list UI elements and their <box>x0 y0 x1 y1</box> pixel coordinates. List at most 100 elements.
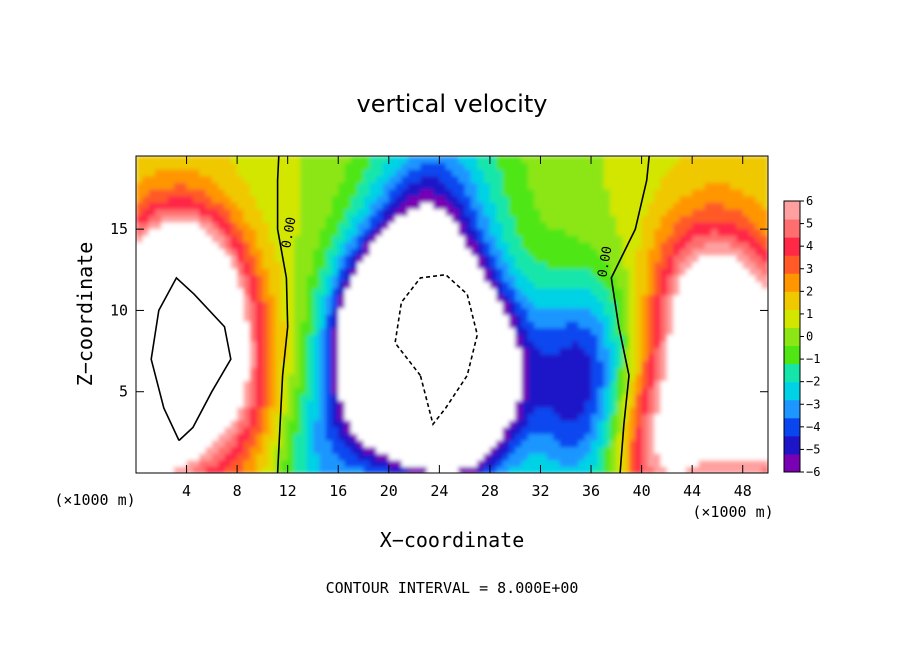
heatmap-cell <box>508 400 516 408</box>
heatmap-cell <box>698 327 706 335</box>
heatmap-cell <box>142 413 150 421</box>
heatmap-cell <box>136 347 143 355</box>
heatmap-cell <box>338 453 346 461</box>
heatmap-cell <box>281 426 289 434</box>
heatmap-cell <box>445 340 453 349</box>
heatmap-cell <box>230 466 238 473</box>
heatmap-cell <box>369 459 377 467</box>
heatmap-cell <box>736 294 744 302</box>
heatmap-cell <box>489 195 497 203</box>
heatmap-cell <box>142 393 150 401</box>
heatmap-cell <box>761 406 768 415</box>
heatmap-cell <box>521 235 529 243</box>
heatmap-cell <box>275 261 282 269</box>
heatmap-cell <box>622 466 630 473</box>
heatmap-cell <box>224 228 232 236</box>
heatmap-cell <box>363 235 371 243</box>
heatmap-cell <box>319 215 327 223</box>
heatmap-cell <box>597 466 605 473</box>
heatmap-cell <box>433 261 440 269</box>
heatmap-cell <box>167 182 175 190</box>
heatmap-cell <box>717 189 725 197</box>
heatmap-cell <box>363 182 371 190</box>
heatmap-cell <box>199 459 207 467</box>
heatmap-cell <box>452 420 459 428</box>
heatmap-cell <box>350 426 358 434</box>
heatmap-cell <box>230 373 238 382</box>
heatmap-cell <box>433 215 440 223</box>
heatmap-cell <box>591 400 598 408</box>
heatmap-cell <box>275 347 282 355</box>
heatmap-cell <box>300 413 308 421</box>
heatmap-cell <box>578 347 586 355</box>
heatmap-cell <box>508 360 516 368</box>
heatmap-cell <box>610 393 617 401</box>
heatmap-cell <box>723 156 731 164</box>
heatmap-cell <box>275 340 282 349</box>
heatmap-cell <box>433 222 440 230</box>
heatmap-cell <box>755 235 763 243</box>
heatmap-cell <box>300 327 308 335</box>
heatmap-cell <box>243 387 251 395</box>
heatmap-cell <box>173 169 181 177</box>
heatmap-cell <box>306 426 314 434</box>
heatmap-cell <box>704 189 712 197</box>
heatmap-cell <box>622 228 630 236</box>
heatmap-cell <box>224 189 232 197</box>
heatmap-cell <box>742 433 750 441</box>
heatmap-cell <box>256 182 263 190</box>
heatmap-cell <box>660 301 668 309</box>
heatmap-cell <box>243 400 251 408</box>
heatmap-cell <box>382 466 390 473</box>
heatmap-cell <box>591 453 598 461</box>
heatmap-cell <box>730 380 737 388</box>
heatmap-cell <box>312 453 320 461</box>
heatmap-cell <box>167 439 175 448</box>
heatmap-cell <box>433 387 440 395</box>
heatmap-cell <box>452 268 459 276</box>
heatmap-cell <box>692 321 700 329</box>
heatmap-cell <box>502 466 510 473</box>
heatmap-cell <box>439 169 447 177</box>
heatmap-cell <box>723 367 731 375</box>
heatmap-cell <box>192 288 200 296</box>
heatmap-cell <box>331 307 339 316</box>
heatmap-cell <box>192 182 200 190</box>
heatmap-cell <box>647 301 655 309</box>
heatmap-cell <box>610 459 617 467</box>
heatmap-cell <box>616 334 624 342</box>
heatmap-cell <box>521 393 529 401</box>
heatmap-cell <box>458 327 466 335</box>
heatmap-cell <box>312 466 320 473</box>
heatmap-cell <box>489 261 497 269</box>
heatmap-cell <box>173 347 181 355</box>
heatmap-cell <box>717 420 725 428</box>
heatmap-cell <box>268 420 276 428</box>
heatmap-cell <box>256 274 263 283</box>
heatmap-cell <box>755 255 763 263</box>
heatmap-cell <box>647 387 655 395</box>
heatmap-cell <box>142 340 150 349</box>
heatmap-cell <box>496 182 504 190</box>
heatmap-cell <box>628 202 636 210</box>
heatmap-cell <box>483 222 491 230</box>
heatmap-cell <box>331 162 339 170</box>
heatmap-cell <box>578 420 586 428</box>
heatmap-cell <box>679 235 687 243</box>
heatmap-cell <box>591 241 598 250</box>
heatmap-cell <box>287 380 295 388</box>
heatmap-cell <box>439 360 447 368</box>
heatmap-cell <box>161 248 169 256</box>
heatmap-cell <box>224 307 232 316</box>
heatmap-cell <box>173 334 181 342</box>
heatmap-cell <box>452 281 459 289</box>
heatmap-cell <box>584 446 592 454</box>
heatmap-cell <box>641 321 649 329</box>
heatmap-cell <box>730 354 737 362</box>
heatmap-cell <box>407 439 415 448</box>
heatmap-cell <box>350 380 358 388</box>
heatmap-cell <box>344 413 352 421</box>
heatmap-cell <box>287 248 295 256</box>
heatmap-cell <box>565 367 573 375</box>
heatmap-cell <box>344 235 352 243</box>
